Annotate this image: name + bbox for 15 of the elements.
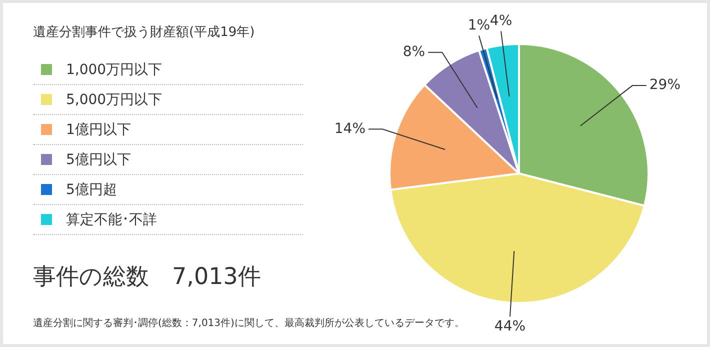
text: 事件の総数 7,013件 <box>33 263 261 292</box>
data-label: 4% <box>490 12 512 29</box>
data-label: 29% <box>649 77 681 94</box>
data-label: 8% <box>402 44 426 60</box>
legend-label: 5億円以下 <box>66 150 131 168</box>
data-label: 44% <box>494 318 526 334</box>
legend-label: 5,000万円以下 <box>66 90 162 108</box>
legend-label: 1億円以下 <box>66 120 131 138</box>
text: 遺産分割事件で扱う財産額(平成19年) <box>33 24 255 41</box>
legend-label: 1,000万円以下 <box>66 60 162 78</box>
text: 遺産分割に関する審判･調停(総数：7,013件)に関して、最高裁判所が公表しているデータです。 <box>33 316 464 330</box>
legend-label: 算定不能･不詳 <box>66 210 157 228</box>
legend-label: 5億円超 <box>66 180 117 198</box>
data-label: 14% <box>334 120 366 137</box>
data-label: 1% <box>468 17 490 34</box>
